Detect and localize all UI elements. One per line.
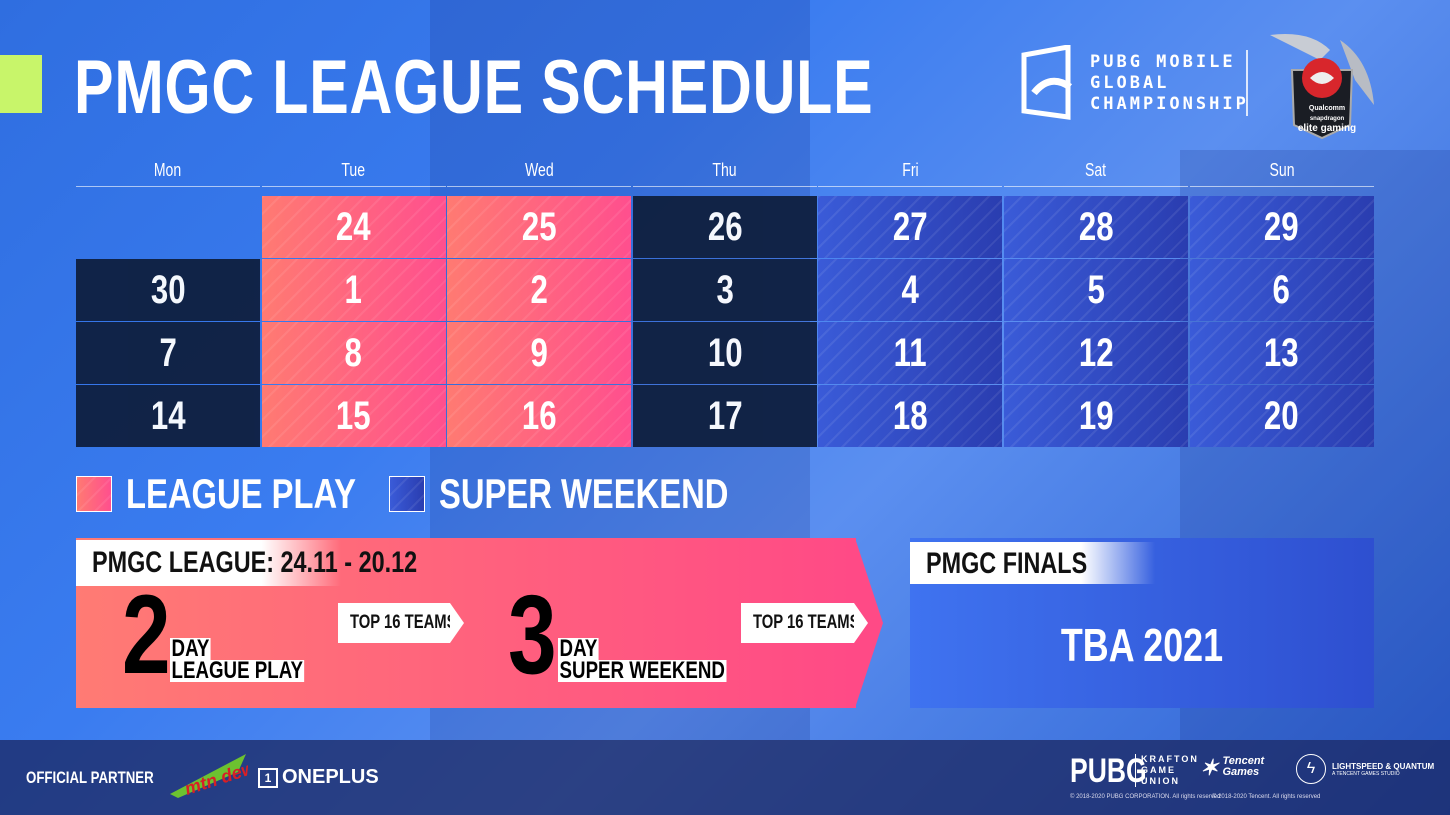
stage1-day-count: 2 (122, 572, 171, 697)
logo-line: KRAFTON (1141, 754, 1199, 764)
super-weekend-swatch (389, 476, 425, 512)
mountain-dew-logo-icon: mtn dew (170, 754, 248, 798)
day-header-sat: Sat (1004, 160, 1188, 187)
calendar-day-cell: 10 (632, 322, 817, 384)
calendar-day-cell: 26 (632, 196, 817, 258)
calendar-day-cell: 4 (818, 259, 1003, 321)
oneplus-text: ONEPLUS (282, 766, 379, 788)
lightning-icon: ϟ (1296, 754, 1326, 784)
dew-text: mtn dew (182, 757, 248, 798)
day-header-wed: Wed (447, 160, 632, 187)
calendar-day-cell: 7 (76, 322, 260, 384)
logo-line: GAME (1141, 765, 1176, 775)
calendar-day-cell: 27 (818, 196, 1003, 258)
calendar-day-cell: 11 (818, 322, 1003, 384)
qualcomm-elite-gaming-logo-icon (1270, 34, 1374, 140)
calendar-day-cell: 24 (261, 196, 446, 258)
krafton-logo: KRAFTON GAME UNION (1135, 754, 1199, 787)
pmgc-logo-text: PUBG MOBILE GLOBAL CHAMPIONSHIP (1090, 52, 1249, 115)
oneplus-logo: 1 ONEPLUS (258, 766, 379, 789)
title-accent-bar (0, 55, 42, 113)
legend-super-weekend: SUPER WEEKEND (389, 470, 810, 517)
calendar-day-cell: 18 (818, 385, 1003, 447)
day-header-tue: Tue (261, 160, 446, 187)
logo-line: snapdragon (1309, 116, 1345, 122)
finals-heading: PMGC FINALS (910, 542, 1155, 584)
calendar-day-cell: 20 (1189, 385, 1374, 447)
calendar-day-cell: 9 (447, 322, 632, 384)
calendar-day-cell: 16 (447, 385, 632, 447)
logo-line: Games (1222, 766, 1260, 778)
logo-line: LIGHTSPEED & QUANTUM (1332, 761, 1435, 771)
calendar-day-cell: 30 (76, 259, 260, 321)
calendar-day-cell: 8 (261, 322, 446, 384)
finals-date: TBA 2021 (1060, 619, 1224, 671)
copyright-pubg: © 2018-2020 PUBG CORPORATION. All rights… (1070, 794, 1221, 800)
lightspeed-quantum-logo: ϟ LIGHTSPEED & QUANTUM A TENCENT GAMES STU… (1296, 754, 1434, 784)
calendar-day-cell: 2 (447, 259, 632, 321)
advance-top16-tag: TOP 16 TEAMS (338, 603, 464, 643)
calendar-day-cell: 28 (1004, 196, 1188, 258)
logo-line: GLOBAL (1090, 73, 1170, 93)
logo-line: A TENCENT GAMES STUDIO (1332, 770, 1400, 777)
logo-divider (1246, 50, 1248, 116)
calendar-day-cell: 12 (1004, 322, 1188, 384)
pubg-logo: PUBG (1070, 752, 1147, 790)
day-header-mon: Mon (76, 160, 260, 187)
calendar-day-cell: 19 (1004, 385, 1188, 447)
logo-line: Qualcomm (1308, 105, 1346, 112)
league-play-swatch (76, 476, 112, 512)
qualcomm-text: Qualcomm snapdragon elite gaming (1292, 104, 1362, 134)
page-title: PMGC LEAGUE SCHEDULE (74, 45, 874, 130)
logo-line: CHAMPIONSHIP (1090, 94, 1249, 114)
calendar-day-cell: 25 (447, 196, 632, 258)
logo-line: PUBG MOBILE (1090, 52, 1236, 72)
logo-line: UNION (1141, 776, 1180, 786)
calendar-day-cell: 17 (632, 385, 817, 447)
official-partner-label: OFFICIAL PARTNER (26, 768, 154, 787)
advance-top16-tag: TOP 16 TEAMS (741, 603, 868, 643)
calendar-day-cell: 29 (1189, 196, 1374, 258)
logo-line: elite gaming (1297, 123, 1357, 134)
day-header-fri: Fri (818, 160, 1003, 187)
pmgc-logo-icon (1021, 45, 1073, 120)
tencent-icon: ✶ (1200, 754, 1219, 780)
stage2-label: DAY SUPER WEEKEND (558, 635, 727, 684)
calendar-day-cell: 1 (261, 259, 446, 321)
footer-bar (0, 740, 1450, 815)
legend-league-play: LEAGUE PLAY (76, 470, 421, 517)
league-heading: PMGC LEAGUE: 24.11 - 20.12 (76, 540, 417, 586)
calendar-day-cell: 14 (76, 385, 260, 447)
calendar-day-cell: 13 (1189, 322, 1374, 384)
calendar-day-cell: 5 (1004, 259, 1188, 321)
day-header-sun: Sun (1189, 160, 1374, 187)
calendar-day-cell: 3 (632, 259, 817, 321)
logo-line: Tencent (1222, 755, 1265, 767)
tencent-games-logo: ✶ Tencent Games (1200, 754, 1265, 780)
day-header-thu: Thu (632, 160, 817, 187)
copyright-tencent: © 2018-2020 Tencent. All rights reserved (1212, 794, 1321, 800)
stage1-label: DAY LEAGUE PLAY (170, 635, 305, 684)
stage2-day-count: 3 (508, 572, 557, 697)
calendar-day-cell: 15 (261, 385, 446, 447)
calendar-day-cell: 6 (1189, 259, 1374, 321)
oneplus-icon: 1 (258, 767, 278, 788)
